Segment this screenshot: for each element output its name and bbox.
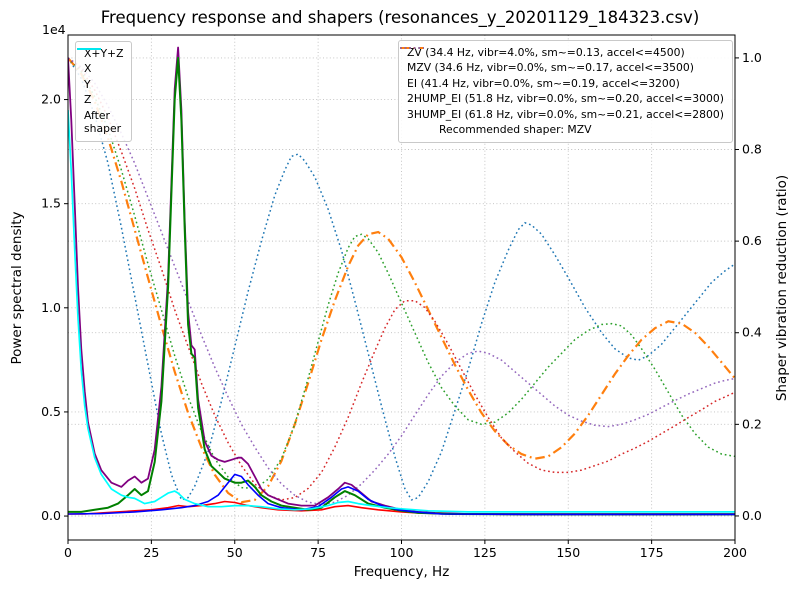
y-right-tick-label: 0.4: [742, 325, 762, 340]
recommended-shaper-note: Recommended shaper: MZV: [439, 123, 592, 137]
legend-label: Z: [84, 93, 92, 107]
x-tick-label: 25: [143, 545, 159, 560]
legend-item-after-shaper: After shaper: [77, 48, 123, 136]
y-left-tick-label: 1.0: [41, 300, 61, 315]
legend-label: EI (41.4 Hz, vibr=0.0%, sm~=0.19, accel<…: [407, 76, 680, 90]
curve-mzv: [68, 57, 735, 504]
tick-labels: 0 25 50 75 100 125 150 175 200 0.0 0.5 1.0 1.5 2.0 0.0…: [41, 50, 762, 560]
legend-item-3hump-ei: 3HUMP_EI (61.8 Hz, vibr=0.0%, sm~=0.21, …: [400, 47, 724, 121]
x-tick-label: 100: [390, 545, 414, 560]
y-left-tick-label: 0.5: [41, 404, 61, 419]
legend-label: 2HUMP_EI (51.8 Hz, vibr=0.0%, sm~=0.20, …: [407, 92, 724, 106]
legend-swatch-3hump-ei: [400, 47, 425, 49]
legend-label: X: [84, 62, 92, 76]
legend-item-mzv: MZV (34.6 Hz, vibr=0.0%, sm~=0.17, accel…: [400, 47, 724, 75]
legend-label: Y: [84, 77, 91, 91]
plot-area: [68, 46, 735, 516]
legend-label: After shaper: [84, 108, 122, 136]
y-left-tick-label: 1.5: [41, 196, 61, 211]
psd-legend: X+Y+Z X Y Z After shaper: [75, 41, 133, 142]
y-right-tick-label: 0.8: [742, 142, 762, 157]
legend-swatch-after-shaper: [77, 48, 101, 50]
legend-item-x: X: [77, 48, 123, 76]
curve-z: [68, 473, 735, 516]
y-axis-label-right: Shaper vibration reduction (ratio): [774, 174, 790, 402]
y-right-tick-label: 0.6: [742, 233, 762, 248]
x-tick-label: 125: [473, 545, 497, 560]
y-right-tick-label: 0.0: [742, 508, 762, 523]
tick-marks: [64, 57, 739, 544]
legend-label: ZV (34.4 Hz, vibr=4.0%, sm~=0.13, accel<…: [407, 46, 685, 59]
legend-item-z: Z: [77, 48, 123, 107]
x-tick-label: 175: [640, 545, 664, 560]
legend-item-ei: EI (41.4 Hz, vibr=0.0%, sm~=0.19, accel<…: [400, 47, 724, 90]
legend-item-zv: ZV (34.4 Hz, vibr=4.0%, sm~=0.13, accel<…: [400, 46, 724, 59]
legend-label: X+Y+Z: [84, 47, 124, 60]
x-axis-label: Frequency, Hz: [353, 564, 450, 580]
y-axis-label-left: Power spectral density: [9, 211, 25, 365]
legend-item-y: Y: [77, 48, 123, 91]
legend-item-2hump-ei: 2HUMP_EI (51.8 Hz, vibr=0.0%, sm~=0.20, …: [400, 47, 724, 106]
x-tick-label: 200: [723, 545, 747, 560]
y-left-tick-label: 0.0: [41, 508, 61, 523]
y-axis-offset-text: 1e4: [42, 22, 66, 37]
y-right-tick-label: 0.2: [742, 416, 762, 431]
x-tick-label: 0: [64, 545, 72, 560]
curve-y: [68, 56, 735, 516]
curve-after-shaper: [68, 109, 735, 513]
legend-label: MZV (34.6 Hz, vibr=0.0%, sm~=0.17, accel…: [407, 61, 694, 75]
x-tick-label: 75: [310, 545, 326, 560]
y-left-tick-label: 2.0: [41, 92, 61, 107]
legend-label: 3HUMP_EI (61.8 Hz, vibr=0.0%, sm~=0.21, …: [407, 107, 724, 121]
x-tick-label: 150: [556, 545, 580, 560]
shaper-legend: Recommended shaper: MZV ZV (34.4 Hz, vib…: [398, 40, 733, 143]
chart-title: Frequency response and shapers (resonanc…: [100, 8, 700, 27]
x-tick-label: 50: [227, 545, 243, 560]
y-right-tick-label: 1.0: [742, 50, 762, 65]
